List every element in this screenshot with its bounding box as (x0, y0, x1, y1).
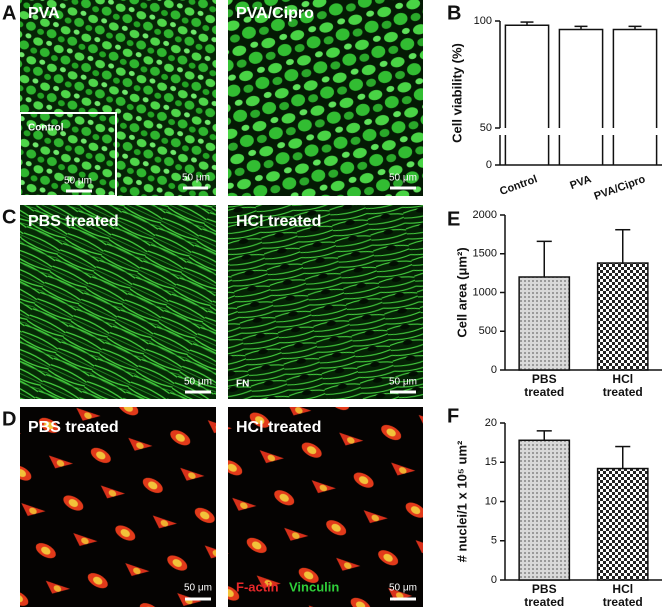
panel-label: D (2, 408, 16, 430)
y-axis-label: Cell area (μm²) (454, 247, 469, 337)
x-tick-label: PVA (568, 173, 593, 192)
x-tick-label-box: HCl treated (602, 583, 643, 609)
micrograph (20, 407, 216, 607)
inset (19, 112, 117, 197)
y-axis-label: # nuclei/1 x 10⁵ um² (454, 440, 469, 562)
y-tick-label: 15 (485, 456, 497, 468)
image-label: PVA/Cipro (236, 5, 314, 22)
scale-label: 50 μm (389, 583, 417, 594)
y-axis-label: Cell viability (%) (449, 43, 464, 143)
x-tick-label: HCl treated (602, 373, 643, 399)
micrograph (228, 407, 423, 607)
bar (518, 439, 571, 581)
y-tick-label: 2000 (473, 209, 497, 221)
x-tick-label-box: HCl treated (602, 373, 643, 399)
y-tick-label: 0 (491, 364, 497, 376)
stain-label: Vinculin (289, 579, 339, 594)
image-label: HCl treated (236, 213, 321, 230)
y-tick-label: 20 (485, 417, 497, 429)
x-tick-label: HCl treated (602, 583, 643, 609)
bar (504, 24, 550, 165)
y-tick-label: 5 (491, 535, 497, 547)
y-tick-label: 1500 (473, 248, 497, 260)
panel-label: F (447, 405, 459, 427)
scale-label: 50 μm (184, 377, 212, 388)
y-tick-label: 10 (485, 495, 497, 507)
x-tick-label-box: PBS treated (524, 583, 565, 609)
y-tick-label: 0 (486, 159, 492, 171)
x-tick-label: Control (498, 173, 539, 198)
bar (558, 28, 604, 165)
micrograph (228, 0, 423, 196)
y-tick-label: 500 (479, 325, 497, 337)
x-tick-label: PVA/Cipro (593, 173, 648, 203)
bar (612, 28, 658, 165)
bar (596, 467, 649, 581)
y-tick-label: 100 (474, 15, 492, 27)
y-tick-label: 0 (491, 574, 497, 586)
y-tick-label: 1000 (473, 286, 497, 298)
image-label: PBS treated (28, 213, 119, 230)
panel-label: C (2, 206, 16, 228)
x-tick-label: PBS treated (524, 373, 565, 399)
scale-label: 50 μm (389, 377, 417, 388)
image-label: HCl treated (236, 419, 321, 436)
bar (518, 276, 571, 371)
scale-label: 50 μm (184, 583, 212, 594)
y-tick-label: 50 (480, 122, 492, 134)
image-label: PBS treated (28, 419, 119, 436)
stain-label: FN (236, 379, 249, 390)
panel-label: B (447, 2, 461, 24)
inset-label: Control (28, 123, 64, 134)
panel-label: A (2, 2, 16, 24)
image-label: PVA (28, 5, 60, 22)
x-tick-label-box: PBS treated (524, 373, 565, 399)
scale-label: 50 μm (389, 173, 417, 184)
stain-label: F-actin (236, 579, 279, 594)
bar (596, 262, 649, 371)
panel-label: E (447, 208, 460, 230)
micrograph (228, 205, 423, 399)
micrograph (20, 205, 216, 399)
scale-label: 50 μm (64, 176, 92, 187)
scale-label: 50 μm (182, 173, 210, 184)
x-tick-label: PBS treated (524, 583, 565, 609)
